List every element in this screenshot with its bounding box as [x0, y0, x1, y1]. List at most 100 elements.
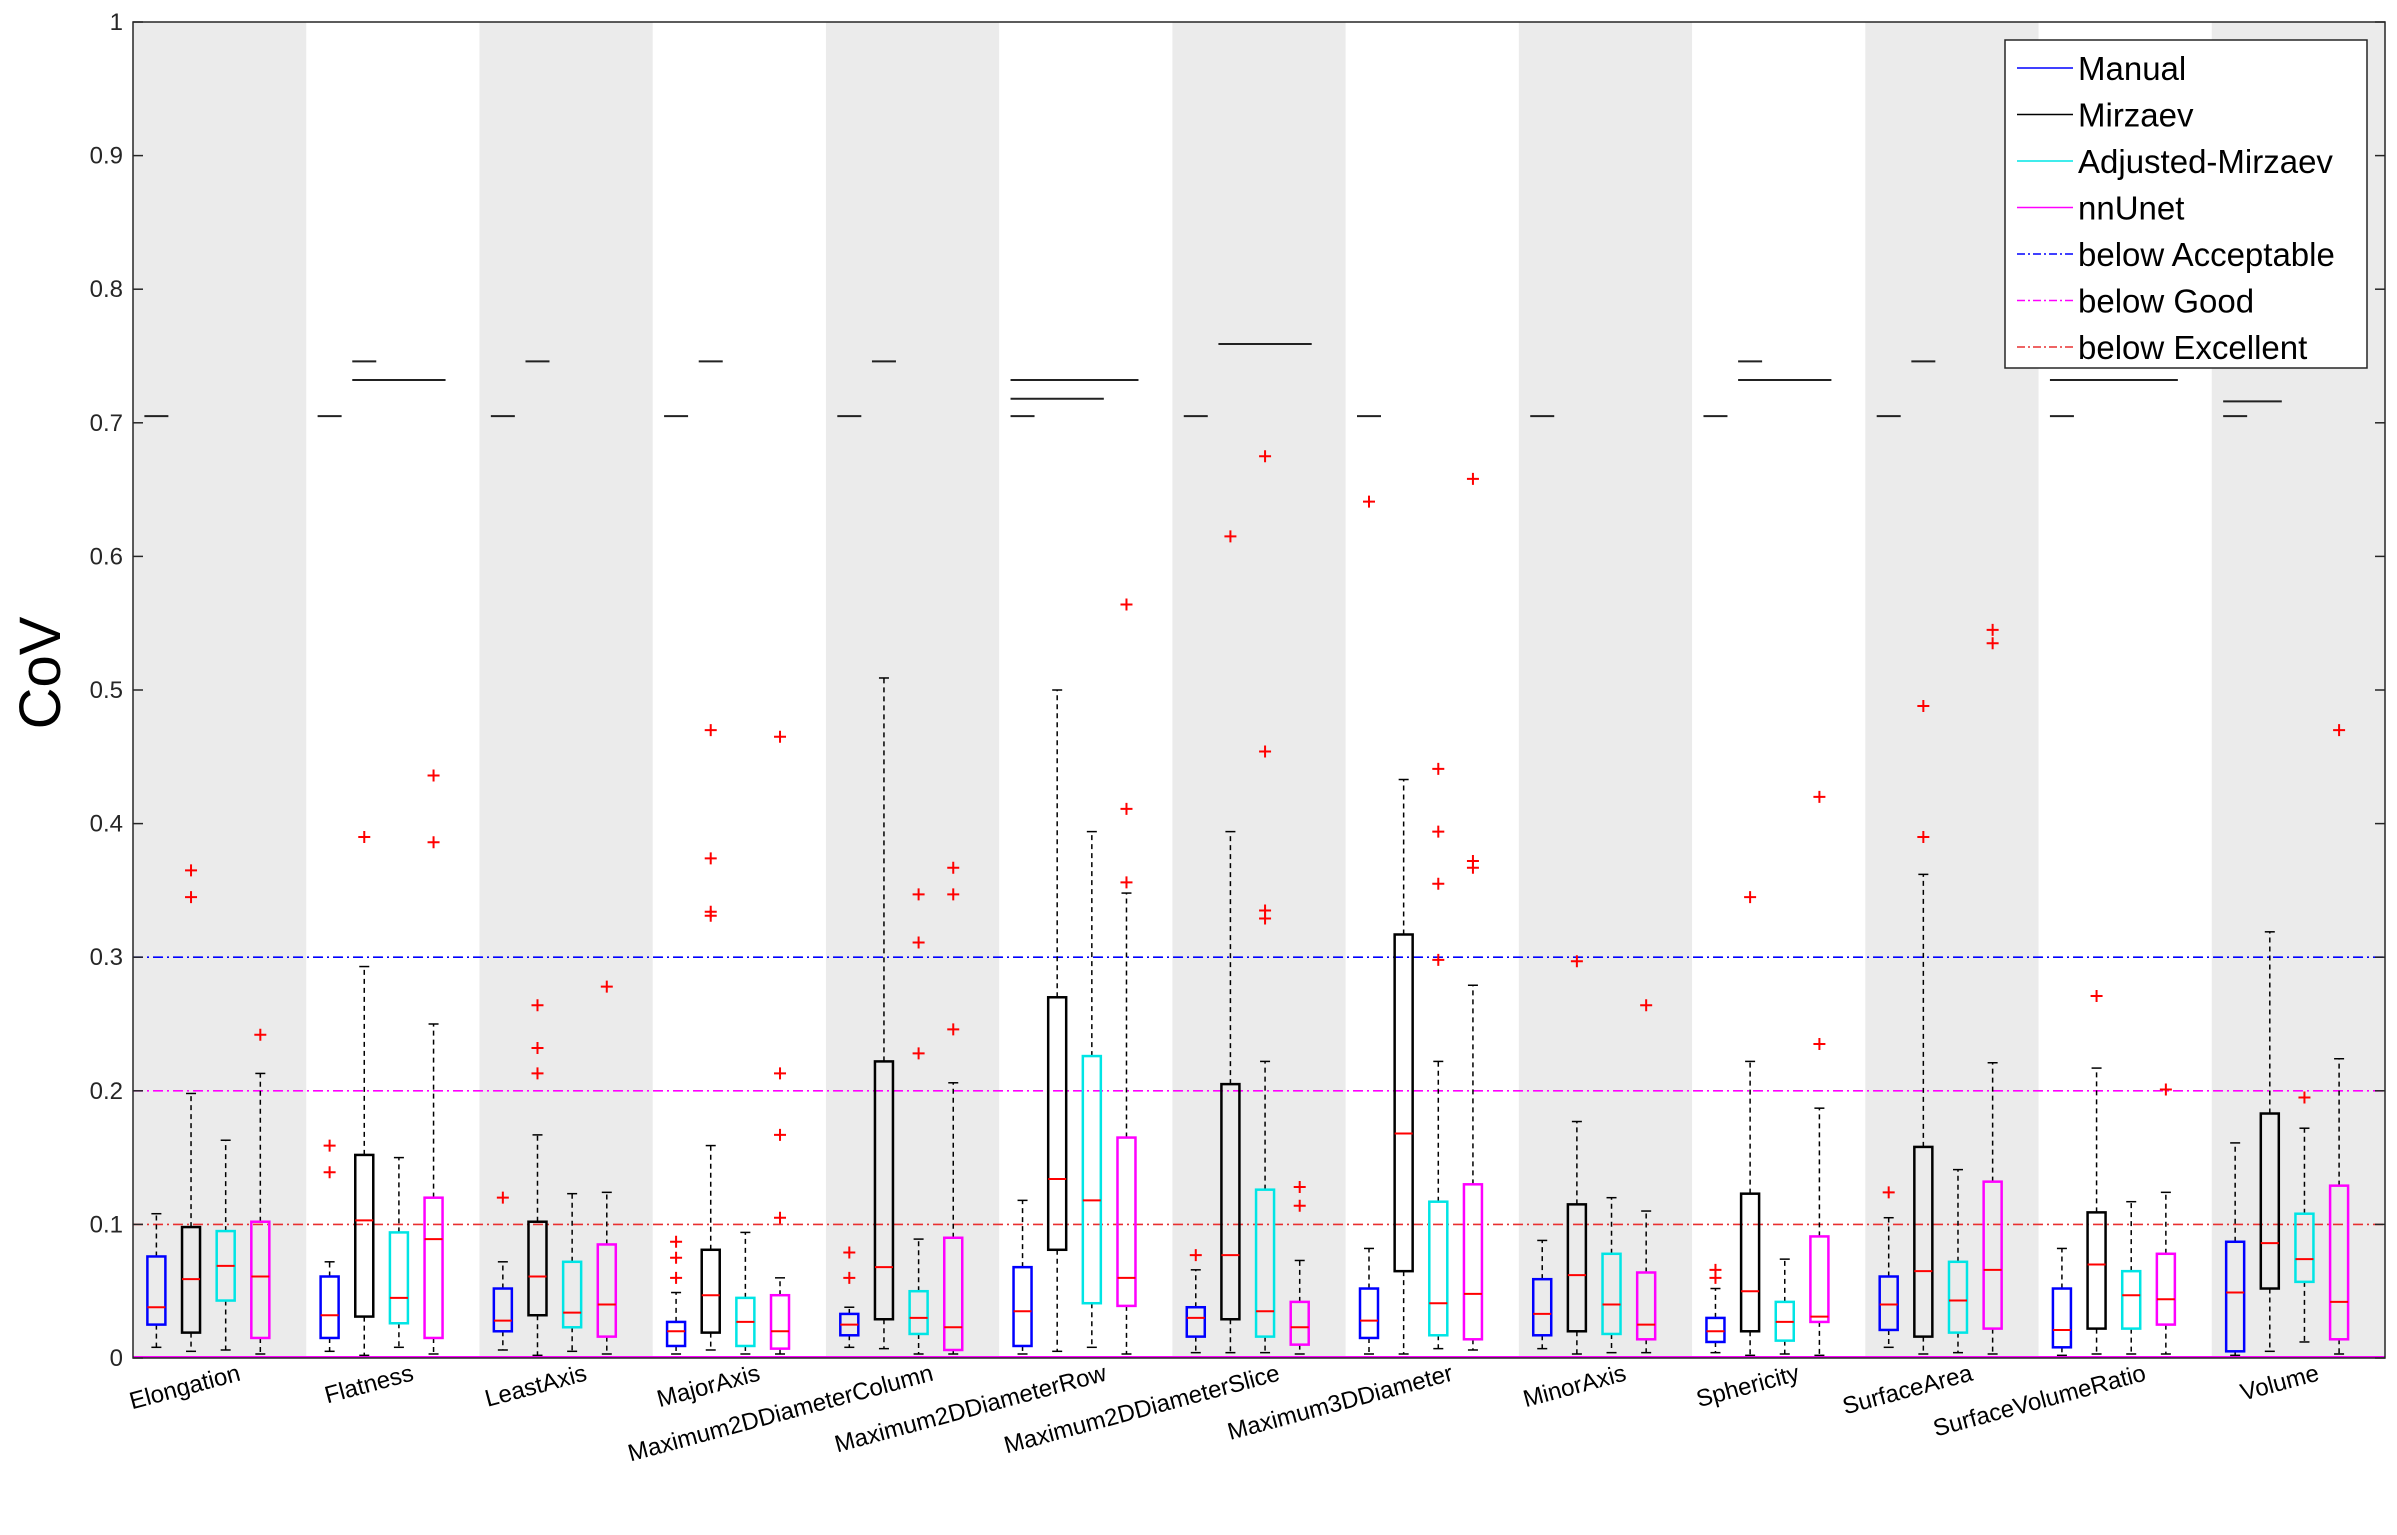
outlier-marker — [427, 836, 440, 849]
band-8 — [1518, 22, 1693, 1358]
series-1 — [180, 530, 2281, 1357]
box-body — [146, 1255, 167, 1326]
box-3-1 — [423, 769, 444, 1355]
box-1-5 — [1046, 689, 1068, 1353]
box-body — [250, 1220, 271, 1340]
box-body — [1220, 1082, 1241, 1321]
box-3-12 — [2328, 724, 2350, 1355]
box-body — [2259, 1112, 2281, 1290]
outlier-marker — [254, 1028, 267, 1041]
outlier-marker — [600, 980, 613, 993]
box-1-3 — [700, 724, 721, 1351]
box-3-3 — [769, 730, 791, 1355]
outlier-marker — [843, 1246, 856, 1259]
x-category-label: Volume — [2238, 1360, 2322, 1407]
outlier-marker — [1432, 953, 1445, 966]
legend-label-2: Adjusted-Mirzaev — [2078, 143, 2333, 180]
outlier-marker — [1570, 955, 1583, 968]
box-body — [769, 1293, 791, 1350]
outlier-marker — [670, 1271, 683, 1284]
box-2-5 — [1081, 830, 1103, 1349]
outlier-marker — [1466, 472, 1479, 485]
outlier-marker — [704, 724, 717, 737]
box-body — [1739, 1192, 1761, 1333]
outlier-marker — [704, 909, 717, 922]
outlier-marker — [2298, 1091, 2311, 1104]
outlier-marker — [1917, 830, 1930, 843]
outlier-marker — [1259, 450, 1272, 463]
outlier-marker — [496, 1191, 509, 1204]
box-body — [1012, 1265, 1033, 1348]
category-bands — [133, 22, 2385, 1358]
outlier-marker — [947, 861, 960, 874]
box-body — [1566, 1203, 1588, 1333]
box-body — [1358, 1287, 1380, 1340]
box-body — [423, 1196, 444, 1340]
box-body — [1809, 1235, 1830, 1324]
box-body — [2086, 1211, 2107, 1330]
outlier-marker — [2090, 989, 2103, 1002]
box-1-7 — [1393, 778, 1414, 1355]
box-3-4 — [942, 861, 964, 1355]
series-0 — [146, 495, 2246, 1357]
box-body — [942, 1236, 964, 1352]
x-category-label: Sphericity — [1693, 1360, 1802, 1413]
box-1-2 — [527, 999, 548, 1357]
outlier-marker — [774, 1067, 787, 1080]
box-body — [561, 1260, 583, 1329]
box-series — [146, 450, 2350, 1357]
outlier-marker — [774, 730, 787, 743]
box-3-9 — [1809, 790, 1830, 1357]
box-1-11 — [2086, 989, 2107, 1355]
outlier-marker — [1120, 598, 1133, 611]
box-body — [2294, 1212, 2315, 1284]
outlier-marker — [185, 864, 198, 877]
box-2-8 — [1601, 1196, 1622, 1354]
box-0-6 — [1185, 1249, 1207, 1354]
box-2-4 — [908, 888, 929, 1355]
outlier-marker — [1640, 999, 1653, 1012]
outlier-marker — [947, 888, 960, 901]
outlier-marker — [670, 1235, 683, 1248]
legend-label-3: nnUnet — [2078, 190, 2184, 227]
box-body — [1462, 1183, 1484, 1341]
outlier-marker — [185, 891, 198, 904]
box-2-10 — [1947, 1168, 1969, 1354]
outlier-marker — [1466, 861, 1479, 874]
band-0 — [133, 22, 307, 1358]
box-body — [354, 1153, 375, 1318]
outlier-marker — [1259, 912, 1272, 925]
outlier-marker — [1432, 825, 1445, 838]
outlier-marker — [704, 852, 717, 865]
box-body — [1116, 1136, 1137, 1308]
box-body — [492, 1287, 514, 1333]
outlier-marker — [1709, 1271, 1722, 1284]
outlier-marker — [1986, 637, 1999, 650]
outlier-marker — [1363, 495, 1375, 508]
y-tick-label: 0.7 — [90, 410, 123, 437]
outlier-marker — [323, 1139, 336, 1152]
outlier-marker — [1432, 762, 1445, 775]
box-1-9 — [1739, 891, 1761, 1357]
box-body — [527, 1220, 548, 1317]
outlier-marker — [912, 888, 925, 901]
outlier-marker — [531, 1042, 544, 1055]
box-body — [2328, 1184, 2350, 1341]
box-body — [665, 1320, 687, 1348]
box-3-10 — [1982, 623, 2003, 1355]
box-2-12 — [2294, 1091, 2315, 1343]
box-0-9 — [1705, 1263, 1726, 1354]
box-3-6 — [1289, 1180, 1310, 1355]
box-3-2 — [596, 980, 618, 1355]
x-category-label: Elongation — [127, 1360, 244, 1415]
box-2-11 — [2120, 1200, 2142, 1355]
box-2-1 — [388, 1156, 410, 1349]
outlier-marker — [1293, 1199, 1306, 1212]
x-category-label: LeastAxis — [482, 1360, 590, 1413]
box-0-12 — [2224, 1142, 2246, 1357]
outlier-marker — [1189, 1249, 1202, 1262]
series-2 — [215, 450, 2315, 1355]
y-tick-label: 0.5 — [90, 677, 123, 704]
outlier-marker — [1744, 891, 1757, 904]
